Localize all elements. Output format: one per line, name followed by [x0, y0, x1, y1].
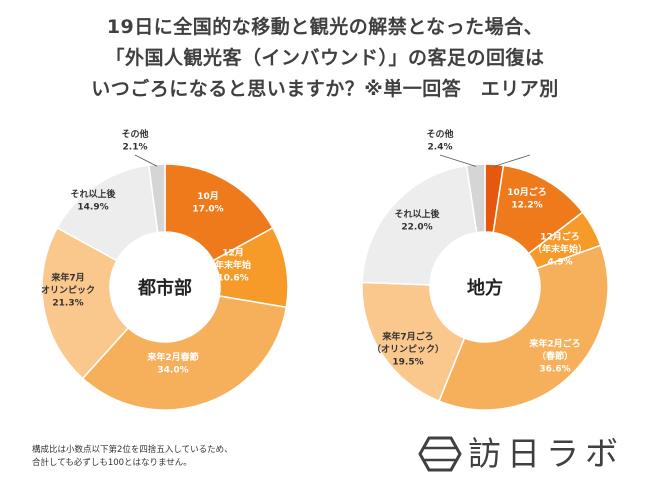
- leader-line: [439, 154, 477, 167]
- slice-category: 10月ごろ: [507, 186, 547, 198]
- slice-category: その他: [121, 128, 148, 140]
- slice-category: （年末年始）: [533, 243, 587, 255]
- slice-value: 34.0%: [157, 365, 188, 375]
- slice-label-3: 12月ごろ（年末年始） 4.9%: [533, 231, 587, 268]
- slice-value: 2.4%: [428, 142, 453, 152]
- brand-logo: 訪日ラボ: [418, 432, 618, 476]
- slice-label-1: 7月中 2.4%: [518, 128, 543, 153]
- slice-value: 22.0%: [401, 222, 432, 232]
- slice-label-1: 10月 17.0%: [192, 191, 223, 215]
- donut-chart-2: 7月中 2.4% 10月ごろ 12.2% 12月ごろ（年末年始） 4.9% 来年2月ごろ（春…: [361, 128, 609, 411]
- slice-value: 36.6%: [539, 365, 570, 375]
- chart-title: 19日に全国的な移動と観光の解禁となった場合、 「外国人観光客（インバウンド）」…: [0, 12, 650, 105]
- title-line-3: いつごろになると思いますか？※単一回答 エリア別: [91, 78, 559, 100]
- slice-3: [81, 295, 288, 411]
- slice-category: それ以上後: [70, 188, 116, 200]
- leader-line: [493, 154, 531, 167]
- slice-category: 年末年始: [215, 259, 251, 271]
- center-label: 都市部: [137, 277, 192, 299]
- slice-value: 21.3%: [52, 299, 83, 309]
- slice-category: （オリンピック）: [372, 343, 444, 355]
- slice-category: 来年7月ごろ: [381, 331, 433, 343]
- leader-line: [134, 154, 158, 167]
- slice-value: 4.9%: [548, 258, 573, 268]
- center-label: 地方: [467, 277, 503, 299]
- slice-category: 7月中: [518, 128, 542, 140]
- footnote: 構成比は小数点以下第2位を四捨五入しているため、 合計しても必ずしも100とはな…: [32, 444, 233, 470]
- slice-4: [41, 226, 130, 380]
- slice-category: オリンピック: [41, 284, 95, 296]
- slice-value: 2.1%: [123, 142, 148, 152]
- slice-label-4: 来年7月オリンピック 21.3%: [41, 272, 95, 309]
- slice-6: [361, 164, 478, 286]
- slice-1: [164, 163, 274, 262]
- slice-label-7: その他 2.4%: [426, 128, 453, 153]
- slice-value: 19.5%: [392, 358, 423, 368]
- slice-category: 12月ごろ: [540, 231, 580, 243]
- slice-category: 来年2月春節: [146, 351, 198, 363]
- slice-category: その他: [426, 128, 453, 140]
- slice-category: （春節）: [537, 350, 573, 362]
- slice-value: 17.0%: [192, 204, 223, 214]
- slice-category: 10月: [197, 191, 219, 202]
- slice-label-6: その他 2.1%: [121, 128, 148, 153]
- slice-category: それ以上後: [394, 208, 440, 220]
- slice-label-2: 10月ごろ 12.2%: [507, 186, 547, 211]
- slice-value: 12.2%: [511, 200, 542, 210]
- slice-label-5: 来年7月ごろ（オリンピック） 19.5%: [372, 331, 444, 368]
- slice-value: 10.6%: [217, 274, 248, 284]
- footnote-line-1: 構成比は小数点以下第2位を四捨五入しているため、: [32, 445, 233, 455]
- hexagon-logo-icon: [418, 436, 462, 472]
- title-line-2: 「外国人観光客（インバウンド）」の客足の回復は: [105, 47, 545, 69]
- logo-text: 訪日ラボ: [468, 434, 624, 473]
- slice-5: [361, 281, 466, 403]
- slice-label-6: それ以上後 22.0%: [394, 208, 440, 233]
- slice-label-4: 来年2月ごろ（春節） 36.6%: [528, 338, 580, 375]
- slice-7: [465, 163, 486, 234]
- slice-category: 来年2月ごろ: [528, 338, 580, 350]
- slice-label-5: それ以上後 14.9%: [70, 188, 116, 213]
- slice-4: [438, 244, 609, 411]
- slice-category: 12月: [222, 248, 244, 259]
- slice-value: 14.9%: [77, 202, 108, 212]
- slice-category: 来年7月: [50, 272, 84, 284]
- title-line-1: 19日に全国的な移動と観光の解禁となった場合、: [106, 16, 544, 38]
- footnote-line-2: 合計しても必ずしも100とはなりません。: [32, 458, 192, 468]
- slice-value: 2.4%: [518, 142, 543, 152]
- slice-label-2: 12月年末年始 10.6%: [215, 248, 251, 284]
- donut-chart-1: 10月 17.0% 12月年末年始 10.6% 来年2月春節 34.0% 来年7月オリンピッ…: [41, 128, 289, 411]
- slice-label-3: 来年2月春節 34.0%: [146, 351, 198, 376]
